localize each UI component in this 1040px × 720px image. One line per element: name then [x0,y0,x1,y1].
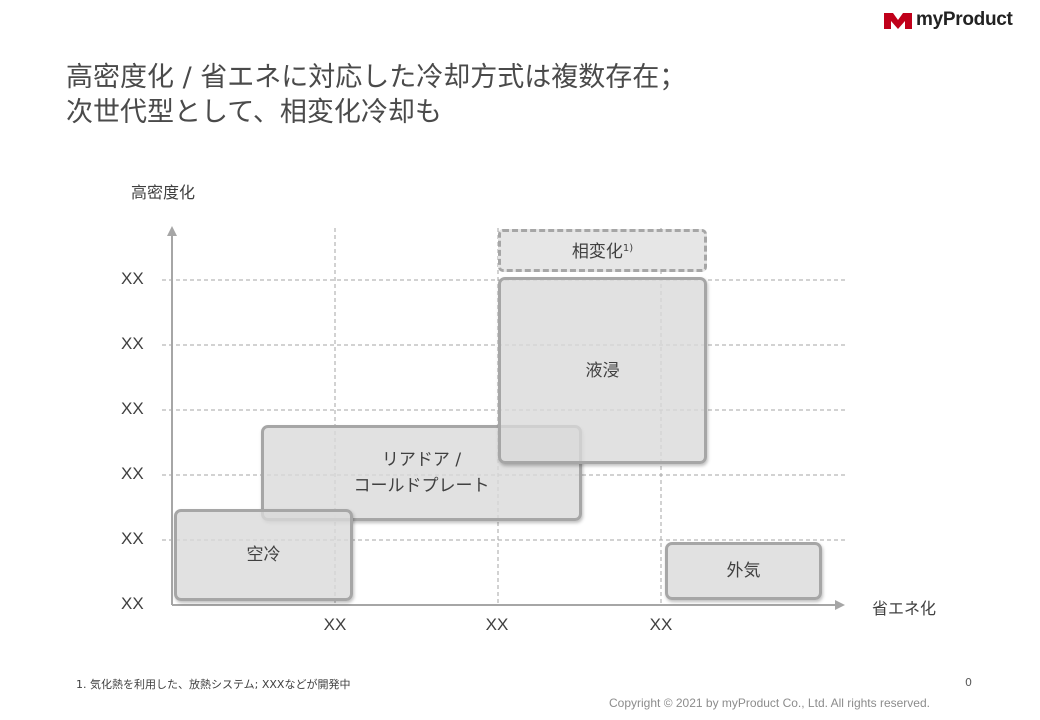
copyright: Copyright © 2021 by myProduct Co., Ltd. … [609,696,930,710]
brand-logo: myProduct [884,9,1013,30]
phase-change-label: 相変化1) [571,242,634,262]
y-tick-label: XX [121,269,144,288]
page-title-line1: 高密度化 / 省エネに対応した冷却方式は複数存在； [66,62,687,93]
outside-air-label: 外気 [726,561,761,581]
air-cooling-label: 空冷 [246,545,281,565]
x-tick-label: XX [323,615,347,634]
footnote: 1. 気化熱を利用した、放熱システム; XXXなどが開発中 [76,678,351,691]
y-tick-label: XX [121,334,144,353]
page-number: 0 [965,676,972,689]
brand-mark-icon [884,13,912,29]
y-tick-label: XX [121,529,144,548]
x-axis-label: 省エネ化 [872,599,937,618]
x-tick-label: XX [485,615,509,634]
footnote-marker: 1) [622,243,634,254]
air-cooling-box: 空冷 [174,509,353,601]
page-title: 高密度化 / 省エネに対応した冷却方式は複数存在； 次世代型として、相変化冷却も [66,60,686,130]
y-tick-label: XX [121,399,144,418]
immersion-box: 液浸 [498,277,707,464]
immersion-label: 液浸 [585,360,620,381]
x-axis-arrow [835,600,845,610]
y-axis-label: 高密度化 [131,183,196,202]
rear-door-cold-plate-label: リアドア / コールドプレート [353,450,490,496]
outside-air-box: 外気 [665,542,822,600]
phase-change-box: 相変化1) [498,229,707,272]
brand-name: myProduct [916,9,1013,30]
y-axis-arrow [167,226,177,236]
x-tick-label: XX [649,615,673,634]
page-title-line2: 次世代型として、相変化冷却も [66,97,442,128]
y-tick-label: XX [121,594,144,613]
y-tick-label: XX [121,464,144,483]
